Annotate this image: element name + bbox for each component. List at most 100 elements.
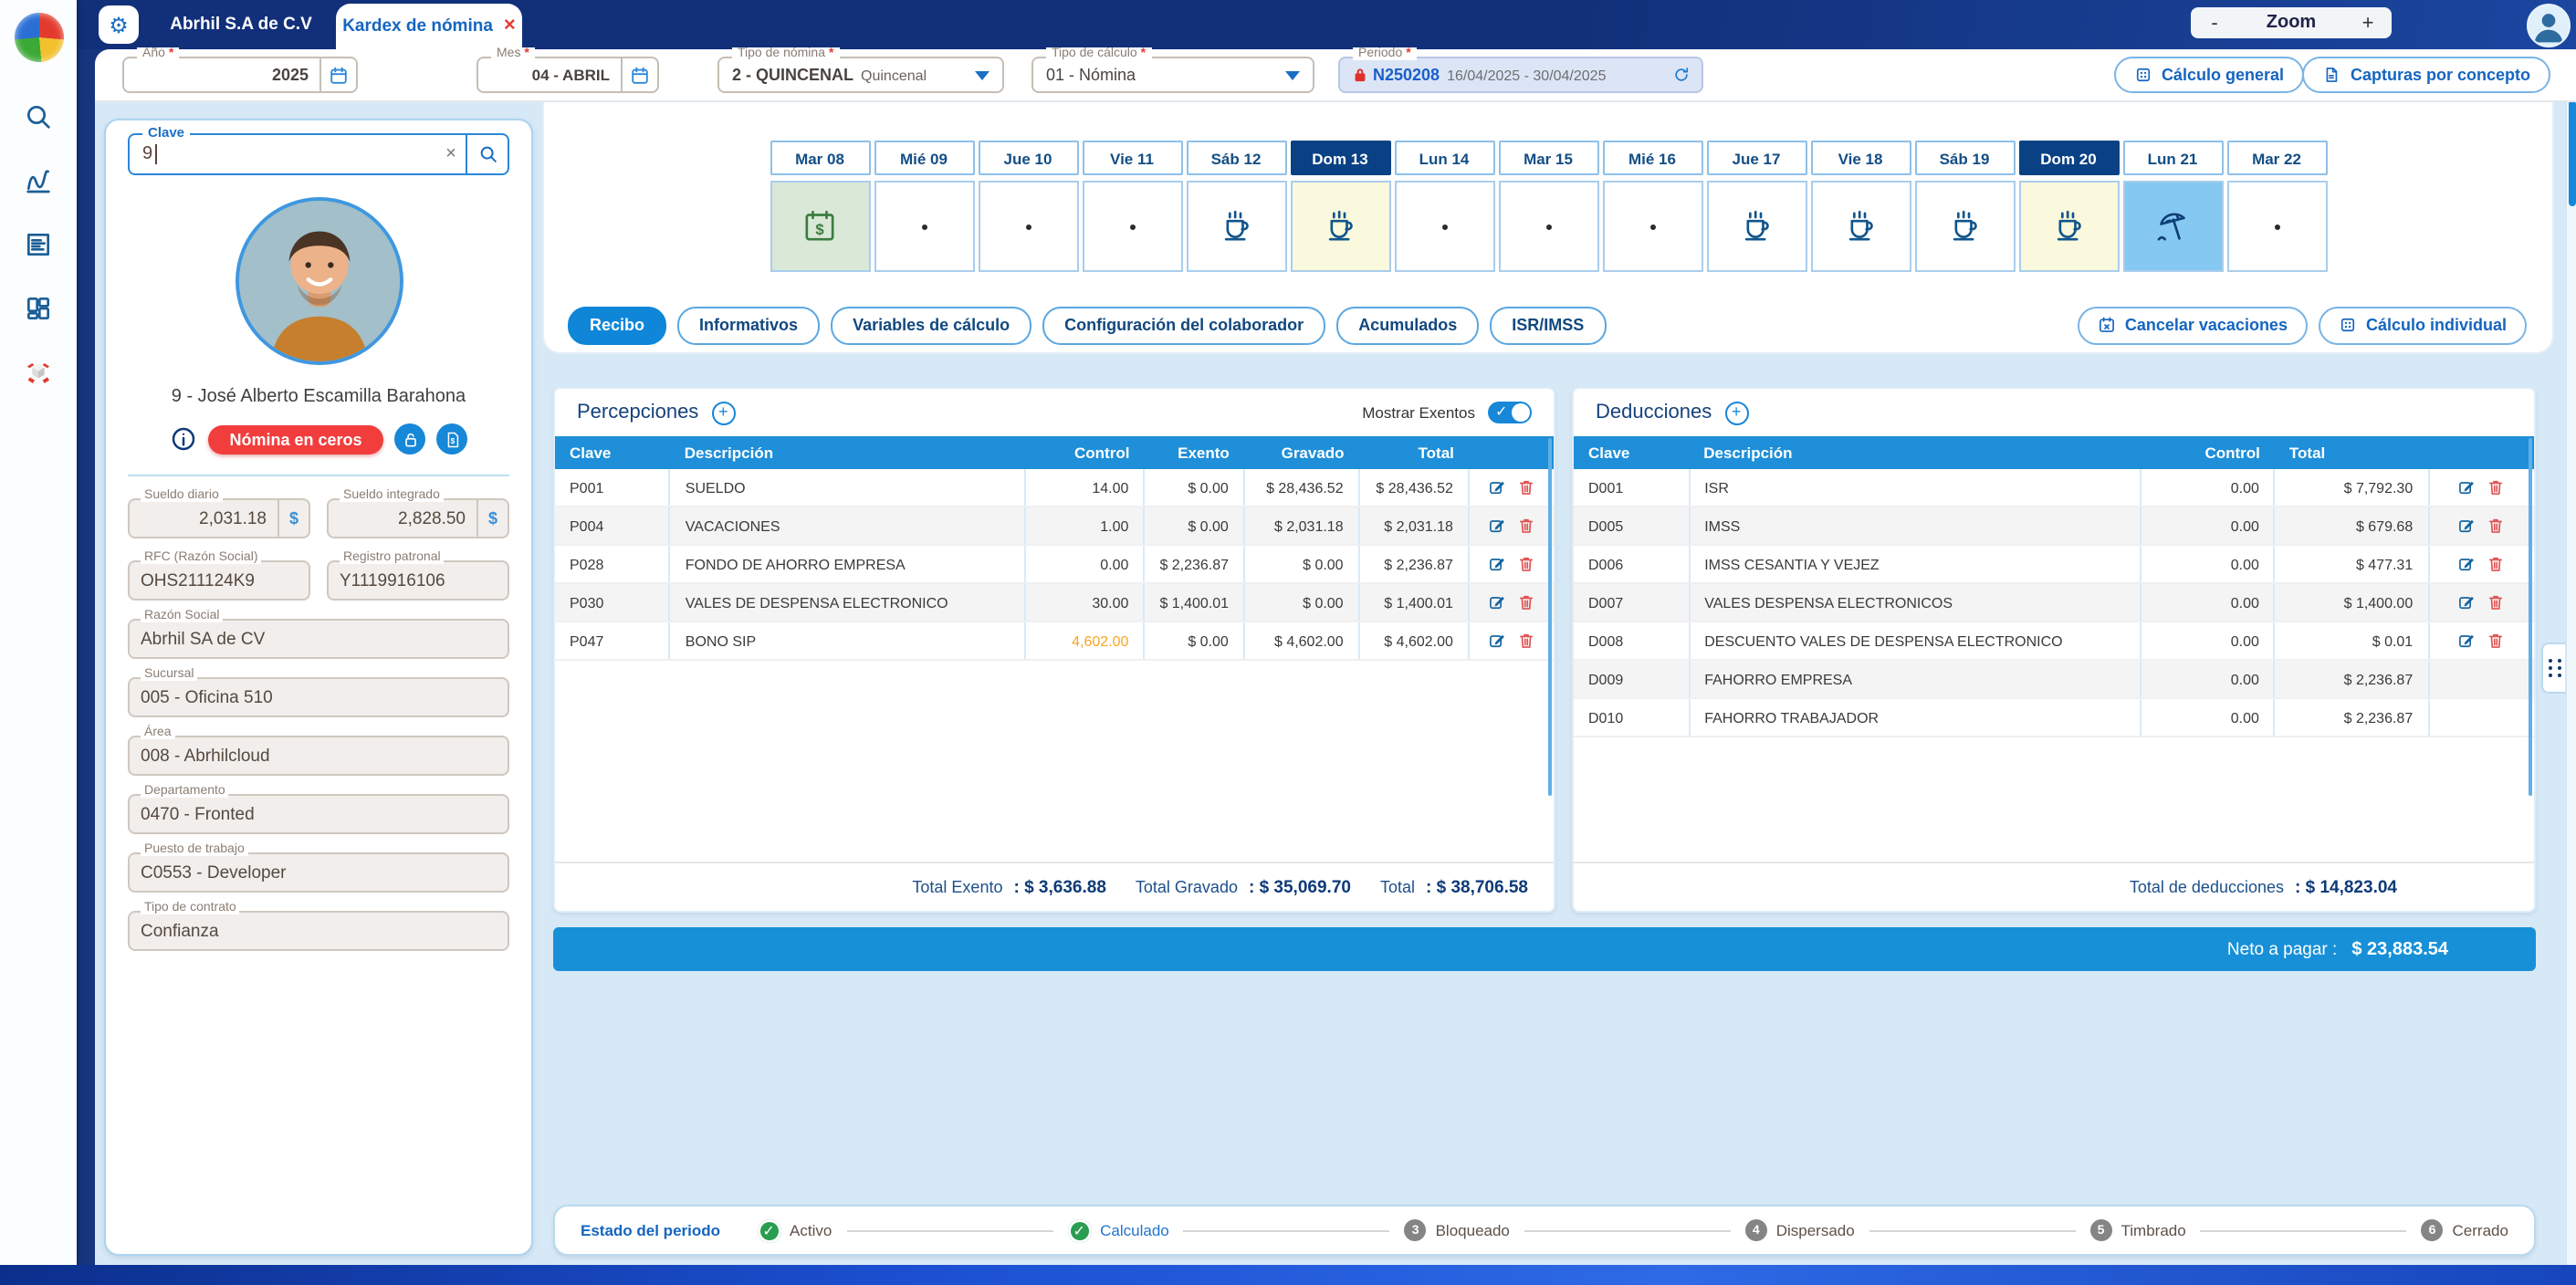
close-tab-icon[interactable] [504, 16, 516, 37]
deduction-row[interactable]: D001 ISR 0.00 $ 7,792.30 [1574, 469, 2534, 507]
month-field[interactable]: Mes * 04 - ABRIL [476, 47, 659, 93]
settings-gear-icon[interactable]: ⚙ [99, 5, 139, 44]
day-header[interactable]: Vie 18 [1810, 141, 1911, 175]
day-cell-work[interactable] [874, 181, 974, 272]
search-submit-button[interactable] [466, 135, 508, 173]
refresh-period-icon[interactable] [1672, 66, 1691, 84]
perception-row[interactable]: P004 VACACIONES 1.00 $ 0.00 $ 2,031.18 $ 2,… [555, 507, 1554, 546]
zoom-out-button[interactable]: - [2211, 12, 2218, 34]
delete-icon[interactable] [1517, 632, 1535, 650]
individual-calc-button[interactable]: Cálculo individual [2318, 306, 2527, 344]
day-header[interactable]: Lun 21 [2122, 141, 2223, 175]
daily-salary-money-icon[interactable] [277, 500, 309, 537]
add-perception-icon[interactable] [711, 401, 736, 424]
delete-icon[interactable] [1517, 555, 1535, 573]
delete-icon[interactable] [2487, 517, 2506, 535]
search-icon[interactable] [24, 102, 53, 131]
edit-icon[interactable] [2458, 517, 2477, 535]
tab-recibo[interactable]: Recibo [568, 306, 667, 344]
captures-by-concept-button[interactable]: Capturas por concepto [2302, 57, 2550, 93]
tab-informativos[interactable]: Informativos [677, 306, 821, 344]
day-cell-work[interactable] [978, 181, 1078, 272]
day-cell-work[interactable] [1082, 181, 1182, 272]
delete-icon[interactable] [2487, 478, 2506, 496]
day-cell-vacation[interactable] [2122, 181, 2223, 272]
day-cell-work[interactable] [1498, 181, 1598, 272]
day-cell-rest-sunday[interactable] [1290, 181, 1390, 272]
edit-icon[interactable] [2458, 632, 2477, 650]
dashboard-icon[interactable] [24, 294, 53, 323]
year-field[interactable]: Año * 2025 [122, 47, 358, 93]
reports-chart-icon[interactable] [24, 166, 53, 195]
side-drag-handle[interactable] [2541, 642, 2565, 694]
deduction-row[interactable]: D006 IMSS CESANTIA Y VEJEZ 0.00 $ 477.31 [1574, 545, 2534, 584]
delete-icon[interactable] [1517, 517, 1535, 535]
perception-row[interactable]: P028 FONDO DE AHORRO EMPRESA 0.00 $ 2,236.… [555, 545, 1554, 584]
payroll-type-dropdown-icon[interactable] [975, 70, 990, 79]
day-cell-work[interactable] [1602, 181, 1702, 272]
day-cell-rest[interactable] [1706, 181, 1806, 272]
day-cell-rest[interactable] [1810, 181, 1911, 272]
user-avatar[interactable] [2527, 4, 2571, 47]
tab-kardex-nomina[interactable]: Kardex de nómina [336, 4, 522, 49]
add-deduction-icon[interactable] [1724, 401, 1749, 424]
edit-icon[interactable] [1488, 517, 1506, 535]
day-cell-payday[interactable] [770, 181, 870, 272]
day-header[interactable]: Vie 11 [1082, 141, 1182, 175]
edit-icon[interactable] [1488, 593, 1506, 611]
delete-icon[interactable] [2487, 632, 2506, 650]
perception-row[interactable]: P030 VALES DE DESPENSA ELECTRONICO 30.00 $… [555, 583, 1554, 622]
perception-row[interactable]: P001 SUELDO 14.00 $ 0.00 $ 28,436.52 $ 28,4… [555, 469, 1554, 507]
day-header[interactable]: Mar 22 [2226, 141, 2327, 175]
calc-type-select[interactable]: Tipo de cálculo * 01 - Nómina [1031, 47, 1314, 93]
calc-type-dropdown-icon[interactable] [1285, 70, 1300, 79]
show-exempt-toggle[interactable] [1488, 402, 1532, 423]
edit-icon[interactable] [1488, 555, 1506, 573]
day-header[interactable]: Jue 17 [1706, 141, 1806, 175]
tab-isr-imss[interactable]: ISR/IMSS [1490, 306, 1607, 344]
tab-configuracion-colaborador[interactable]: Configuración del colaborador [1042, 306, 1326, 344]
employee-search-input[interactable]: 9 [130, 144, 436, 164]
year-calendar-icon[interactable] [319, 58, 356, 91]
package-3d-icon[interactable] [24, 358, 53, 387]
employee-search-field[interactable]: Clave 9 [128, 124, 509, 175]
delete-icon[interactable] [2487, 555, 2506, 573]
tab-company[interactable]: Abrhil S.A de C.V [170, 15, 312, 35]
month-calendar-icon[interactable] [621, 58, 657, 91]
day-header[interactable]: Lun 14 [1394, 141, 1494, 175]
day-header[interactable]: Mié 09 [874, 141, 974, 175]
deduction-row[interactable]: D007 VALES DESPENSA ELECTRONICOS 0.00 $ 1,… [1574, 583, 2534, 622]
day-header-selected[interactable]: Dom 20 [2018, 141, 2119, 175]
unlock-employee-button[interactable] [394, 423, 426, 454]
edit-icon[interactable] [2458, 593, 2477, 611]
edit-icon[interactable] [1488, 478, 1506, 496]
deduction-row-locked[interactable]: D010 FAHORRO TRABAJADOR 0.00 $ 2,236.87 [1574, 698, 2534, 737]
perception-row[interactable]: P047 BONO SIP 4,602.00 $ 0.00 $ 4,602.00 $ … [555, 622, 1554, 661]
period-field[interactable]: Periodo * N250208 16/04/2025 - 30/04/202… [1338, 47, 1703, 93]
delete-icon[interactable] [1517, 593, 1535, 611]
document-report-icon[interactable] [24, 230, 53, 259]
info-icon[interactable] [169, 425, 196, 453]
day-header[interactable]: Jue 10 [978, 141, 1078, 175]
day-header[interactable]: Sáb 12 [1186, 141, 1286, 175]
day-header[interactable]: Sáb 19 [1914, 141, 2015, 175]
day-header[interactable]: Mar 15 [1498, 141, 1598, 175]
deduction-row[interactable]: D008 DESCUENTO VALES DE DESPENSA ELECTRON… [1574, 622, 2534, 661]
day-cell-rest-sunday[interactable] [2018, 181, 2119, 272]
edit-icon[interactable] [2458, 555, 2477, 573]
table-scrollbar[interactable] [1548, 438, 1552, 796]
delete-icon[interactable] [2487, 593, 2506, 611]
day-cell-rest[interactable] [1914, 181, 2015, 272]
table-scrollbar[interactable] [2529, 438, 2532, 796]
delete-icon[interactable] [1517, 478, 1535, 496]
day-cell-work[interactable] [2226, 181, 2327, 272]
clear-search-icon[interactable] [436, 144, 466, 164]
payroll-type-select[interactable]: Tipo de nómina * 2 - QUINCENAL Quincenal [717, 47, 1004, 93]
edit-icon[interactable] [2458, 478, 2477, 496]
deduction-row[interactable]: D005 IMSS 0.00 $ 679.68 [1574, 507, 2534, 546]
integrated-salary-money-icon[interactable] [476, 500, 508, 537]
receipt-document-button[interactable] [436, 423, 468, 454]
general-calc-button[interactable]: Cálculo general [2113, 57, 2304, 93]
cancel-vacations-button[interactable]: Cancelar vacaciones [2077, 306, 2308, 344]
day-header[interactable]: Mié 16 [1602, 141, 1702, 175]
